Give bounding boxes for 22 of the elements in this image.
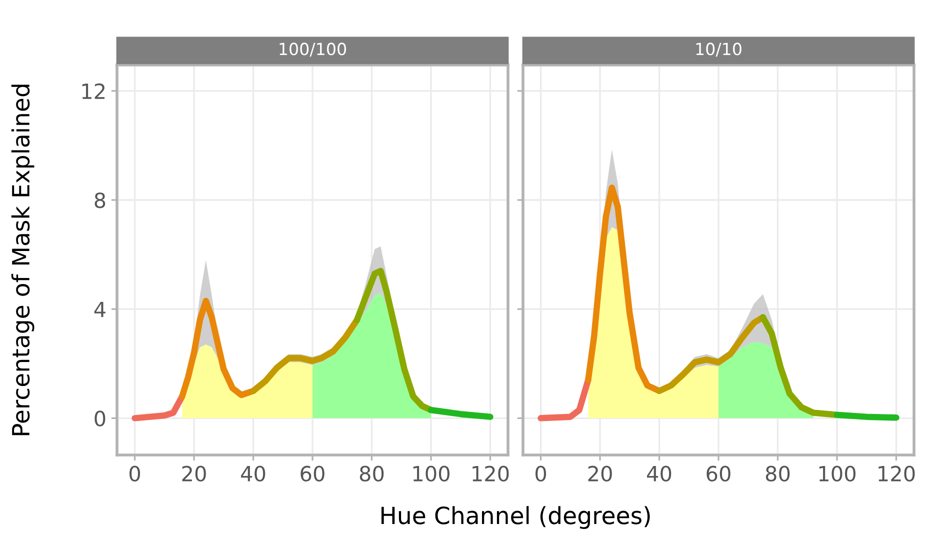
y-tick-label: 0 — [94, 410, 106, 426]
x-tick-label: 120 — [472, 466, 509, 482]
chart-title: 10/10 — [696, 42, 742, 57]
x-tick-label: 80 — [766, 466, 790, 482]
x-tick-label: 100 — [413, 466, 450, 482]
x-tick-label: 20 — [182, 466, 206, 482]
y-axis-title: Percentage of Mask Explained — [11, 84, 34, 436]
x-tick-label: 60 — [706, 466, 730, 482]
y-tick-label: 8 — [94, 192, 106, 208]
x-tick-label: 60 — [300, 466, 324, 482]
x-tick-label: 0 — [536, 466, 546, 482]
x-tick-label: 40 — [647, 466, 672, 482]
x-tick-label: 40 — [241, 466, 266, 482]
y-tick-label: 4 — [94, 302, 106, 318]
x-tick-label: 100 — [819, 466, 856, 482]
chart-title: 100/100 — [280, 42, 346, 57]
x-tick-label: 80 — [360, 466, 384, 482]
y-tick-label: 12 — [82, 83, 104, 99]
x-tick-label: 120 — [878, 466, 915, 482]
x-axis-title: Hue Channel (degrees) — [381, 506, 650, 529]
x-tick-label: 0 — [130, 466, 140, 482]
x-tick-label: 20 — [588, 466, 612, 482]
